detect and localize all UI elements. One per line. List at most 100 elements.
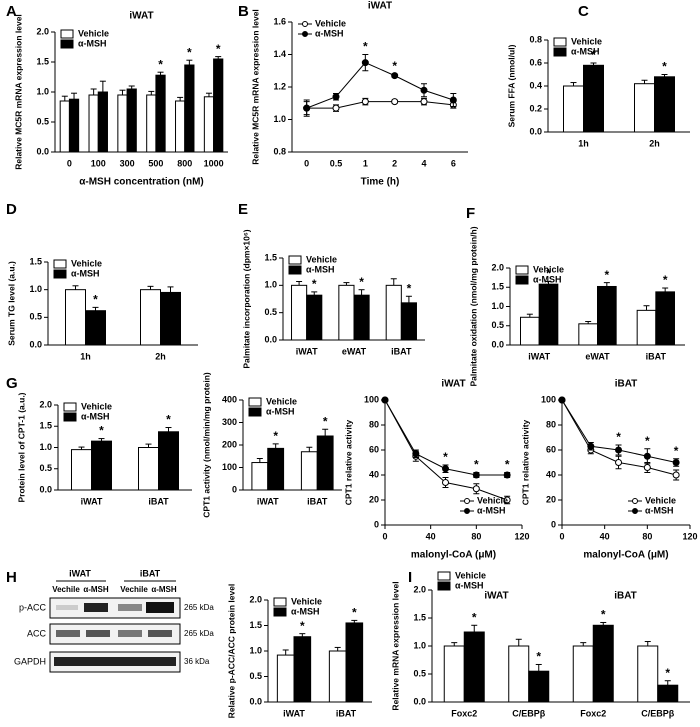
x-tick-label: 800	[177, 158, 192, 168]
band	[86, 630, 110, 637]
band	[148, 630, 172, 637]
bar	[276, 654, 295, 703]
y-axis-label: Palmitate oxidation (nmol/mg protein/h)	[468, 226, 478, 386]
x-tick-label: 0	[67, 158, 72, 168]
marker	[332, 93, 340, 101]
bar	[71, 449, 92, 491]
marker	[558, 396, 566, 404]
x-tick-label: iWAT	[283, 708, 305, 718]
y-axis-label: CPT1 activity (nmol/min/mg protein)	[201, 372, 211, 518]
legend-swatch	[60, 39, 74, 49]
significance: *	[536, 650, 541, 664]
bar	[657, 684, 679, 703]
significance: *	[352, 606, 357, 620]
line	[306, 62, 454, 109]
bar	[126, 88, 137, 153]
significance: *	[601, 608, 606, 622]
band	[54, 657, 176, 666]
marker	[412, 450, 420, 458]
legend-label: α-MSH	[78, 38, 107, 48]
bar	[117, 94, 128, 153]
y-tick-label: 0.5	[264, 307, 277, 317]
y-tick-label: 0	[551, 519, 556, 529]
panel-letter: F	[466, 205, 475, 222]
x-tick-label: iBAT	[336, 708, 357, 718]
y-axis-label: CPT1 relative activity	[520, 419, 530, 505]
legend-label: α-MSH	[291, 606, 320, 616]
marker	[391, 98, 399, 106]
group-label: iWAT	[484, 591, 508, 602]
panel-letter: D	[6, 201, 17, 218]
legend-label: Vehicle	[306, 254, 337, 264]
bar	[213, 58, 224, 153]
marker	[615, 459, 623, 466]
legend-swatch	[248, 407, 262, 417]
significance: *	[99, 424, 104, 438]
y-tick-label: 0.0	[36, 146, 49, 156]
y-axis-label: Relative mRNA expression level	[390, 581, 400, 710]
x-tick-label: 300	[120, 158, 135, 168]
marker	[503, 496, 511, 504]
legend-swatch	[515, 265, 529, 275]
significance: *	[273, 429, 278, 443]
bar	[97, 91, 108, 153]
western-blot: H iWAT iBAT Vechile α-MSH Vechile α-MSH …	[6, 568, 214, 673]
marker	[442, 465, 450, 473]
bar	[85, 310, 106, 346]
y-tick-label: 80	[546, 419, 556, 429]
y-tick-label: 60	[546, 444, 556, 454]
x-tick-label: 0	[304, 158, 309, 168]
y-tick-label: 100	[222, 462, 237, 472]
legend-label: Vehicle	[477, 495, 508, 505]
x-tick-label: 80	[642, 531, 652, 541]
panel-letter: E	[238, 201, 248, 218]
marker	[672, 459, 680, 466]
bar	[293, 636, 312, 703]
marker	[587, 442, 595, 450]
legend-swatch	[288, 255, 302, 265]
legend-label: Vehicle	[533, 264, 564, 274]
marker	[361, 98, 369, 106]
panel-letter: B	[238, 3, 249, 20]
blot-row-label: ACC	[27, 628, 47, 638]
bar	[528, 670, 550, 703]
legend-swatch	[63, 402, 77, 412]
bar	[637, 645, 659, 703]
legend-label: α-MSH	[71, 268, 100, 278]
legend-label: Vehicle	[645, 495, 676, 505]
x-tick-label: iBAT	[148, 496, 169, 506]
x-tick-label: iBAT	[391, 346, 412, 356]
significance: *	[663, 273, 668, 287]
x-tick-label: 1000	[204, 158, 224, 168]
bar	[538, 283, 559, 346]
y-tick-label: 0.0	[39, 484, 52, 494]
x-tick-label: 6	[451, 158, 456, 168]
marker	[381, 396, 389, 404]
y-tick-label: 0.0	[29, 339, 42, 349]
y-tick-label: 0.5	[36, 116, 49, 126]
group-label: iBAT	[614, 591, 637, 602]
y-tick-label: 0.2	[529, 103, 542, 113]
y-axis-label: Relative p-ACC/ACC protein level	[226, 584, 236, 719]
chart-panel: iBAT CPT1 relative activity malonyl-CoA (μ…	[520, 379, 697, 561]
y-tick-label: 400	[222, 394, 237, 404]
x-tick-label: 2h	[155, 351, 166, 361]
marker	[391, 72, 399, 80]
x-tick-label: C/EBPβ	[641, 708, 675, 718]
bar	[291, 284, 308, 341]
panel-letter: C	[578, 3, 589, 20]
x-tick-label: 40	[426, 531, 436, 541]
bar	[158, 431, 179, 491]
marker	[472, 485, 480, 493]
marker	[643, 452, 651, 460]
y-tick-label: 1.5	[413, 612, 426, 622]
chart-panel: D Serum TG level (a.u.) 0.0 0.5 1.0 1.5 1h 2h Ve…	[6, 201, 198, 361]
y-axis-label: Protein level of CPT-1 (a.u.)	[16, 392, 26, 502]
y-tick-label: 0.0	[529, 126, 542, 136]
x-tick-label: 4	[421, 158, 426, 168]
x-tick-label: 1h	[578, 138, 589, 148]
bar	[578, 323, 598, 346]
bar	[563, 85, 584, 133]
marker	[503, 471, 511, 479]
